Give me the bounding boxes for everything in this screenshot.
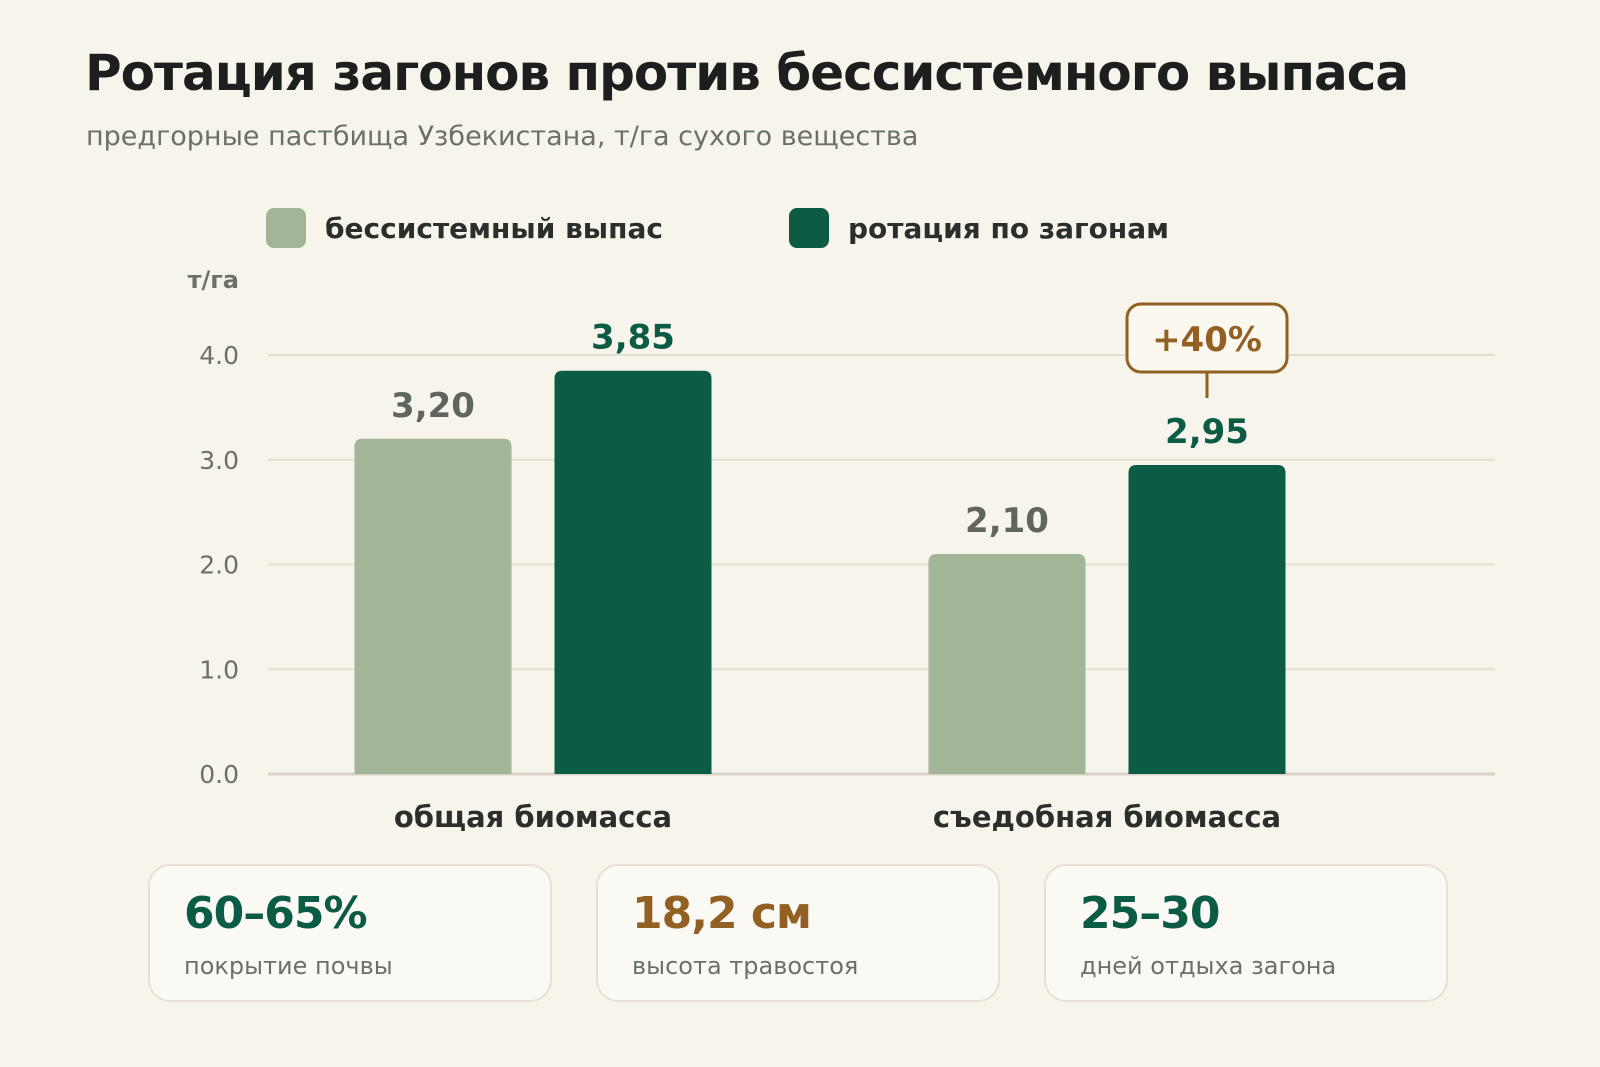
legend-swatch-random-grazing — [266, 208, 306, 248]
bar-value-label: 3,20 — [391, 386, 475, 426]
bar-rotation-0 — [554, 370, 712, 774]
annotation-callout-text: +40% — [1152, 320, 1262, 360]
y-tick-label: 2.0 — [199, 551, 239, 580]
bar-random-1 — [928, 554, 1086, 774]
bar-value-label: 3,85 — [591, 318, 675, 358]
stat-card-paddock-rest: 25–30 дней отдыха загона — [1044, 864, 1448, 1002]
y-tick-label: 3.0 — [199, 446, 239, 475]
bar-value-label: 2,10 — [965, 501, 1049, 541]
y-tick-label: 0.0 — [199, 760, 239, 789]
legend-label-random-grazing: бессистемный выпас — [325, 211, 663, 245]
legend-item-rotation: ротация по загонам — [789, 208, 1169, 248]
chart-title: Ротация загонов против бессистемного вып… — [85, 44, 1409, 102]
bar-chart: т/га 0.0 1.0 2.0 3.0 4.0 3,20 3,85 общая биомасс… — [188, 266, 1495, 834]
stat-card-grass-height: 18,2 см высота травостоя — [596, 864, 1000, 1002]
x-category-label: съедобная биомасса — [933, 800, 1281, 834]
chart-subtitle: предгорные пастбища Узбекистана, т/га су… — [86, 121, 919, 152]
x-category-label: общая биомасса — [394, 800, 672, 834]
stat-value-grass-height: 18,2 см — [632, 888, 812, 939]
stat-label-soil-cover: покрытие почвы — [184, 952, 393, 980]
legend-label-rotation: ротация по загонам — [848, 211, 1169, 245]
legend-swatch-rotation — [789, 208, 829, 248]
stat-value-paddock-rest: 25–30 — [1080, 888, 1220, 939]
bar-value-label: 2,95 — [1165, 412, 1249, 452]
stat-card-soil-cover: 60–65% покрытие почвы — [148, 864, 552, 1002]
y-axis-label: т/га — [188, 266, 239, 294]
legend-item-random-grazing: бессистемный выпас — [266, 208, 663, 248]
stat-label-grass-height: высота травостоя — [632, 952, 859, 980]
y-tick-label: 1.0 — [199, 655, 239, 684]
bar-random-0 — [354, 438, 512, 774]
y-tick-label: 4.0 — [199, 341, 239, 370]
stat-value-soil-cover: 60–65% — [184, 888, 368, 939]
bar-rotation-1 — [1128, 464, 1286, 774]
stat-label-paddock-rest: дней отдыха загона — [1080, 952, 1337, 980]
